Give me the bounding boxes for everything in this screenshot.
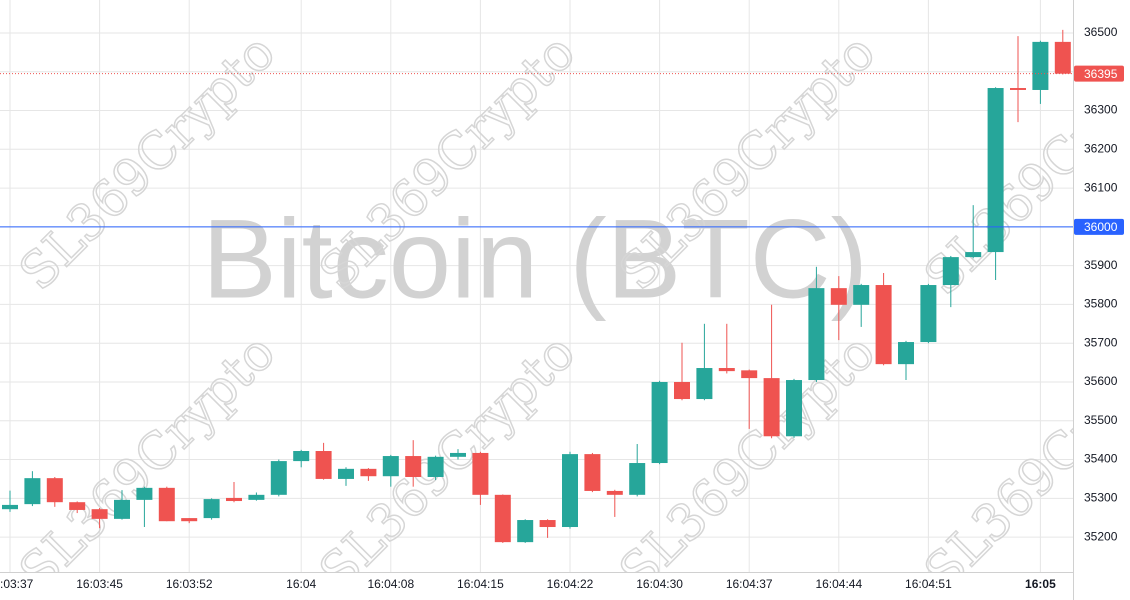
candle-body bbox=[382, 456, 399, 477]
x-tick-label: 16:05 bbox=[1025, 577, 1056, 591]
x-tick-label: 16:03:45 bbox=[76, 577, 123, 591]
candle-body bbox=[1010, 88, 1026, 90]
candle-body bbox=[942, 257, 959, 286]
candle-body bbox=[651, 381, 668, 464]
candle-body bbox=[875, 285, 892, 365]
price-line-label-bg bbox=[1074, 218, 1124, 235]
candle-body bbox=[741, 370, 758, 379]
candle-body bbox=[181, 518, 198, 522]
candle-body bbox=[853, 285, 870, 305]
candle-body bbox=[248, 494, 265, 500]
price-axis-bg bbox=[1073, 0, 1130, 600]
candle-body bbox=[91, 509, 108, 519]
x-tick-label: 16:04 bbox=[286, 577, 316, 591]
candle-body bbox=[450, 452, 466, 457]
y-tick-label: 36300 bbox=[1084, 103, 1118, 117]
candle-body bbox=[360, 468, 377, 477]
candle-body bbox=[427, 456, 444, 477]
y-tick-label: 35700 bbox=[1084, 335, 1118, 349]
last-price-label: 36395 bbox=[1084, 67, 1118, 81]
candle-body bbox=[763, 378, 780, 437]
candle-body bbox=[718, 368, 735, 372]
x-tick-label: 16:04:44 bbox=[815, 577, 862, 591]
x-tick-label: 16:04:30 bbox=[636, 577, 683, 591]
x-tick-label: 16:03:37 bbox=[0, 577, 34, 591]
candle-body bbox=[1054, 41, 1071, 74]
candle-body bbox=[136, 487, 153, 500]
candle-body bbox=[808, 288, 825, 381]
candle-body bbox=[696, 368, 713, 400]
x-tick-label: 16:04:37 bbox=[726, 577, 773, 591]
y-tick-label: 35900 bbox=[1084, 258, 1118, 272]
candle-body bbox=[562, 454, 578, 528]
y-tick-label: 35500 bbox=[1084, 413, 1118, 427]
candle-body bbox=[226, 497, 242, 502]
y-tick-label: 35800 bbox=[1084, 297, 1118, 311]
plot bbox=[0, 29, 1073, 543]
candle-body bbox=[786, 380, 802, 437]
x-tick-label: 16:04:22 bbox=[547, 577, 594, 591]
candle-body bbox=[46, 478, 63, 503]
y-tick-label: 36100 bbox=[1084, 180, 1118, 194]
watermark: SL369Crypto bbox=[308, 323, 586, 600]
candle-body bbox=[584, 454, 601, 491]
candle-body bbox=[293, 451, 310, 462]
y-tick-label: 35300 bbox=[1084, 490, 1118, 504]
candle-body bbox=[830, 288, 847, 305]
watermark: SL369Crypto bbox=[608, 323, 886, 600]
candle-body bbox=[674, 381, 690, 400]
candle-body bbox=[472, 452, 489, 495]
candle-body bbox=[270, 461, 287, 495]
candle-body bbox=[158, 487, 175, 522]
candle-body bbox=[69, 502, 86, 510]
candle-body bbox=[629, 463, 646, 495]
x-tick-label: 16:04:08 bbox=[367, 577, 414, 591]
candle-body bbox=[405, 456, 422, 477]
candle-body bbox=[203, 499, 220, 519]
y-tick-label: 35600 bbox=[1084, 374, 1118, 388]
last-price-label-bg bbox=[1074, 65, 1124, 82]
candle-body bbox=[517, 520, 534, 543]
candle-body bbox=[606, 490, 623, 495]
candle-body bbox=[338, 468, 354, 479]
x-tick-label: 16:04:51 bbox=[905, 577, 952, 591]
candle-body bbox=[494, 494, 511, 543]
y-tick-label: 35200 bbox=[1084, 529, 1118, 543]
candle-body bbox=[114, 499, 130, 519]
candle-body bbox=[1032, 41, 1049, 90]
y-tick-label: 36200 bbox=[1084, 141, 1118, 155]
time-axis-bg bbox=[0, 572, 1073, 600]
candle-body bbox=[898, 342, 914, 365]
axes: 35200 35300 35400 35500 35600 35700 35800 35900… bbox=[0, 25, 1124, 591]
watermark: SL369Crypto bbox=[8, 323, 286, 600]
candle-body bbox=[2, 504, 18, 510]
watermark-title: Bitcoin (BTC) bbox=[202, 197, 868, 322]
y-tick-label: 35400 bbox=[1084, 452, 1118, 466]
candle-body bbox=[539, 520, 556, 528]
x-tick-label: 16:03:52 bbox=[166, 577, 213, 591]
candle-body bbox=[920, 285, 937, 343]
candle-body bbox=[24, 478, 41, 505]
price-line-label: 36000 bbox=[1084, 220, 1118, 234]
x-tick-label: 16:04:15 bbox=[457, 577, 504, 591]
y-tick-label: 36500 bbox=[1084, 25, 1118, 39]
candle-body bbox=[965, 252, 982, 258]
candle-body bbox=[987, 88, 1004, 253]
candle-body bbox=[315, 451, 332, 479]
